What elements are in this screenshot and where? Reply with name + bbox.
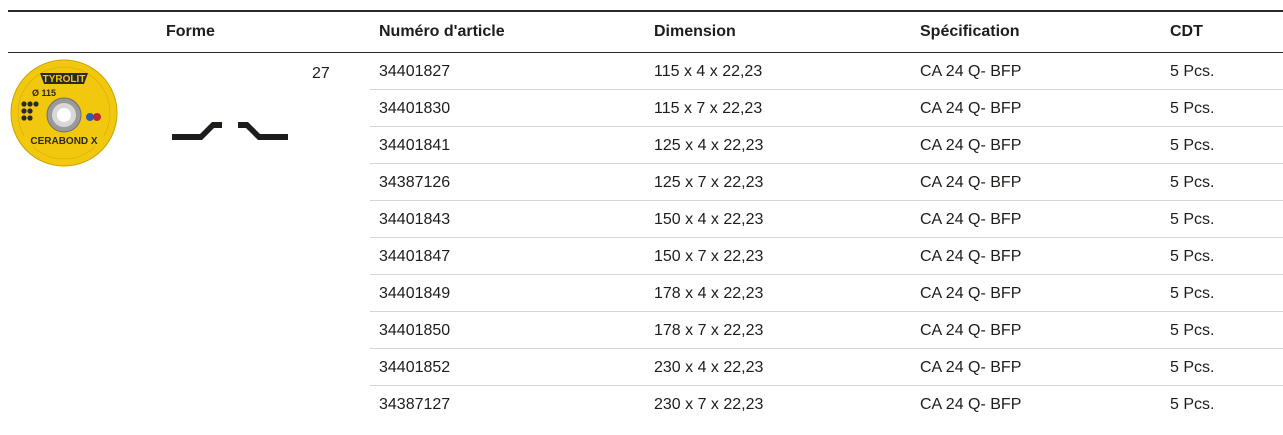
dimension-cell: 178 x 4 x 22,23 [654,285,764,302]
dimension-cell: 150 x 4 x 22,23 [654,211,764,228]
dimension-cell: 125 x 7 x 22,23 [654,174,764,191]
specification-cell: CA 24 Q- BFP [920,211,1022,228]
dimension-cell: 230 x 4 x 22,23 [654,359,764,376]
header-cdt: CDT [1170,23,1203,40]
cdt-cell: 5 Pcs. [1170,285,1215,302]
cdt-cell: 5 Pcs. [1170,248,1215,265]
table-row: 34401843 150 x 4 x 22,23 CA 24 Q- BFP 5 Pcs… [370,201,1283,238]
table-row: 34401849 178 x 4 x 22,23 CA 24 Q- BFP 5 Pcs… [370,275,1283,312]
disc-brand-text: TYROLIT [43,74,86,85]
article-number-cell: 34401830 [379,100,451,117]
specification-cell: CA 24 Q- BFP [920,248,1022,265]
specification-cell: CA 24 Q- BFP [920,63,1022,80]
specification-cell: CA 24 Q- BFP [920,285,1022,302]
dimension-cell: 115 x 4 x 22,23 [654,63,763,80]
specification-cell: CA 24 Q- BFP [920,174,1022,191]
article-number-cell: 34401827 [379,63,451,80]
table-row: 34401850 178 x 7 x 22,23 CA 24 Q- BFP 5 Pcs… [370,312,1283,349]
article-number-cell: 34401850 [379,322,451,339]
specification-cell: CA 24 Q- BFP [920,322,1022,339]
header-rule [8,52,1283,53]
shape-profile-icon [172,122,288,140]
dimension-cell: 115 x 7 x 22,23 [654,100,763,117]
table-row: 34401852 230 x 4 x 22,23 CA 24 Q- BFP 5 Pcs… [370,349,1283,386]
article-number-cell: 34401841 [379,137,451,154]
header-forme: Forme [166,23,215,40]
specification-cell: CA 24 Q- BFP [920,396,1022,413]
shape-number: 27 [312,65,330,82]
article-number-cell: 34401852 [379,359,451,376]
cdt-cell: 5 Pcs. [1170,100,1215,117]
table-row: 34401847 150 x 7 x 22,23 CA 24 Q- BFP 5 Pcs… [370,238,1283,275]
article-number-cell: 34401843 [379,211,451,228]
disc-name-text: CERABOND X [30,136,98,147]
header-specification: Spécification [920,23,1020,40]
article-number-cell: 34401847 [379,248,451,265]
cdt-cell: 5 Pcs. [1170,63,1215,80]
cdt-cell: 5 Pcs. [1170,211,1215,228]
article-number-cell: 34387126 [379,174,451,191]
specification-cell: CA 24 Q- BFP [920,100,1022,117]
cdt-cell: 5 Pcs. [1170,174,1215,191]
table-row: 34401830 115 x 7 x 22,23 CA 24 Q- BFP 5 Pcs… [370,90,1283,127]
table-row: 34387126 125 x 7 x 22,23 CA 24 Q- BFP 5 Pcs… [370,164,1283,201]
header-dimension: Dimension [654,23,736,40]
dimension-cell: 125 x 4 x 22,23 [654,137,764,154]
dimension-cell: 178 x 7 x 22,23 [654,322,764,339]
top-rule [8,10,1283,12]
specification-cell: CA 24 Q- BFP [920,137,1022,154]
article-number-cell: 34387127 [379,396,451,413]
table-header: Forme Numéro d'article Dimension Spécifi… [8,12,1283,52]
dimension-cell: 150 x 7 x 22,23 [654,248,764,265]
article-number-cell: 34401849 [379,285,451,302]
disc-diameter-text: Ø 115 [32,88,56,98]
specification-cell: CA 24 Q- BFP [920,359,1022,376]
cdt-cell: 5 Pcs. [1170,137,1215,154]
table-body: 34401827 115 x 4 x 22,23 CA 24 Q- BFP 5 Pcs… [370,53,1283,423]
dimension-cell: 230 x 7 x 22,23 [654,396,764,413]
cutting-disc-image: TYROLIT Ø 115 CERABOND X [10,59,118,167]
cdt-cell: 5 Pcs. [1170,359,1215,376]
table-row: 34401841 125 x 4 x 22,23 CA 24 Q- BFP 5 Pcs… [370,127,1283,164]
table-row: 34387127 230 x 7 x 22,23 CA 24 Q- BFP 5 Pcs… [370,386,1283,423]
cdt-cell: 5 Pcs. [1170,396,1215,413]
header-numero: Numéro d'article [379,23,505,40]
cdt-cell: 5 Pcs. [1170,322,1215,339]
forme-cell: TYROLIT Ø 115 CERABOND X 27 [8,53,370,435]
table-row: 34401827 115 x 4 x 22,23 CA 24 Q- BFP 5 Pcs… [370,53,1283,90]
